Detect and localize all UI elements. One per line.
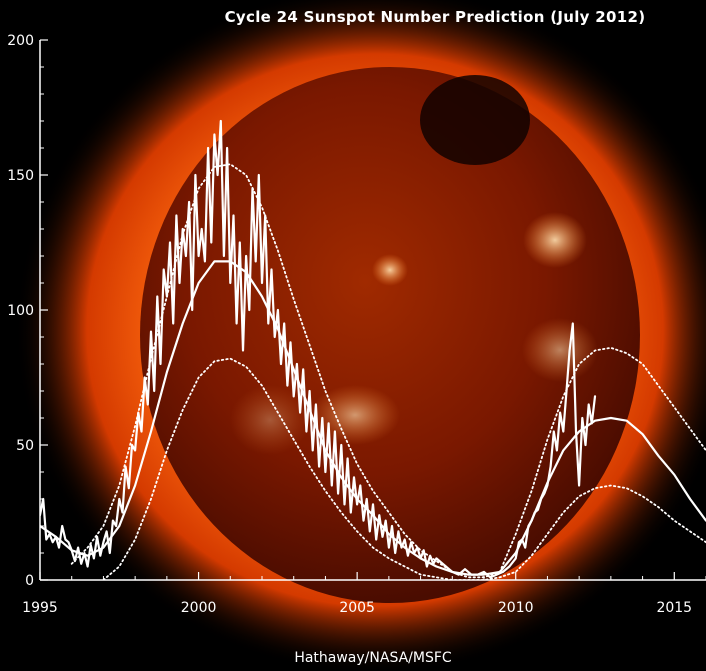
axes <box>39 39 706 581</box>
y-tick-label: 50 <box>16 438 34 454</box>
data-series <box>40 119 706 580</box>
y-tick-label: 100 <box>7 303 34 319</box>
x-tick-label: 1995 <box>22 600 58 616</box>
y-tick-labels: 0 50 100 150 200 <box>7 33 34 589</box>
credit-label: Hathaway/NASA/MSFC <box>294 650 452 666</box>
y-tick-label: 0 <box>25 573 34 589</box>
x-tick-label: 2005 <box>339 600 375 616</box>
chart-title: Cycle 24 Sunspot Number Prediction (July… <box>225 8 646 26</box>
x-tick-label: 2000 <box>181 600 217 616</box>
y-tick-label: 150 <box>7 168 34 184</box>
x-tick-label: 2010 <box>498 600 534 616</box>
x-tick-labels: 1995 2000 2005 2010 2015 <box>22 600 692 616</box>
series-smoothed <box>40 260 706 576</box>
y-tick-label: 200 <box>7 33 34 49</box>
series-bound-2 <box>70 163 706 579</box>
x-tick-label: 2015 <box>656 600 692 616</box>
series-bound-3 <box>102 357 706 580</box>
